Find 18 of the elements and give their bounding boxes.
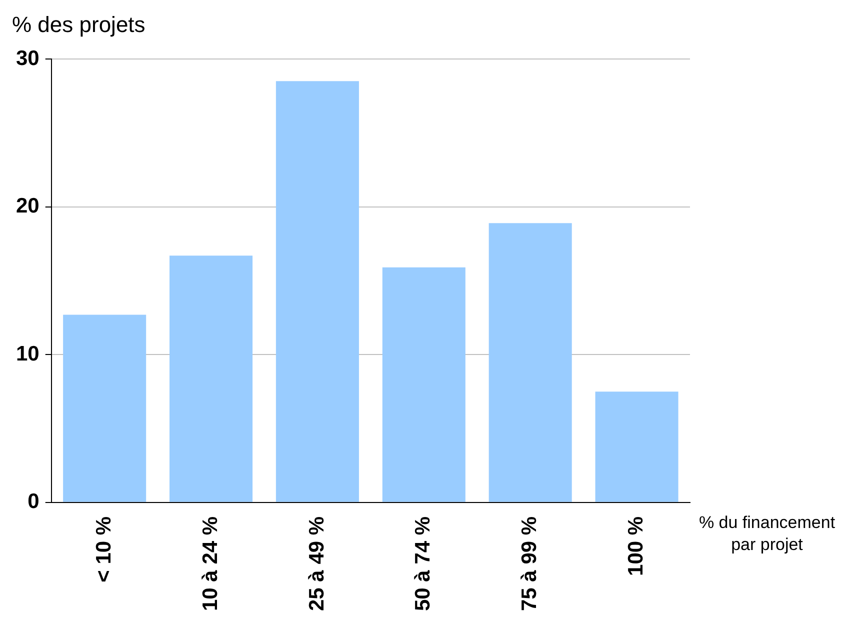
- y-tick-label: 10: [16, 342, 40, 366]
- y-tick-label: 20: [16, 194, 40, 218]
- bar: [382, 267, 466, 502]
- bar: [63, 314, 146, 502]
- x-tick-label: 50 à 74 %: [412, 516, 435, 612]
- x-tick-label: 25 à 49 %: [305, 516, 328, 612]
- x-tick-label: < 10 %: [92, 516, 116, 582]
- x-axis-title: % du financement par projet: [698, 512, 836, 556]
- x-tick-label: 10 à 24 %: [198, 516, 222, 612]
- y-axis-title: % des projets: [12, 12, 146, 38]
- bar: [595, 392, 678, 502]
- bar: [276, 81, 359, 502]
- y-tick-label: 0: [28, 490, 40, 514]
- x-tick-label: 100 %: [624, 516, 648, 576]
- bar: [170, 256, 253, 502]
- x-tick-label: 75 à 99 %: [518, 516, 542, 612]
- y-tick-label: 30: [16, 46, 40, 70]
- bar: [488, 223, 572, 502]
